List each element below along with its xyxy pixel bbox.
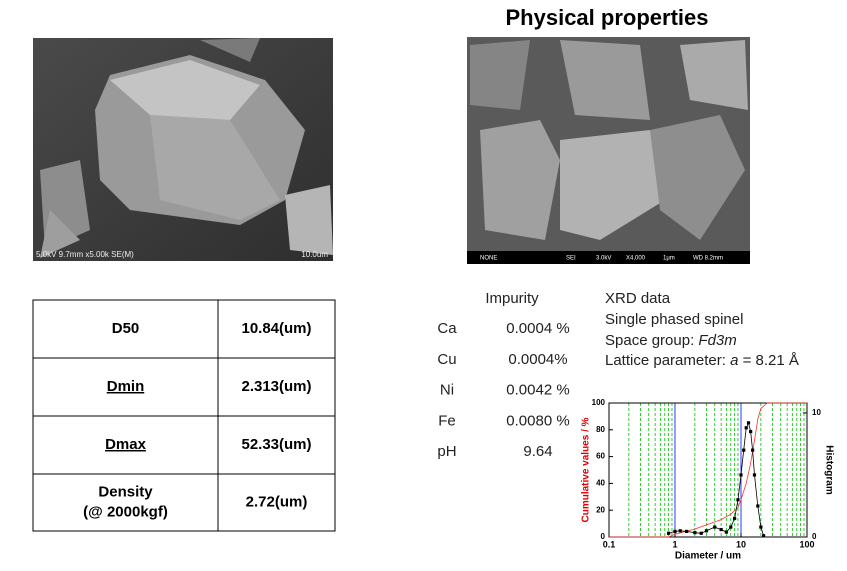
label: Lattice parameter: <box>605 352 726 369</box>
series-marker <box>673 529 677 534</box>
y2-tick-label: 0 <box>812 532 817 541</box>
xrd-space-group: Space group: Fd3m <box>605 332 737 349</box>
value: Fd3m <box>698 332 736 349</box>
y-tick-label: 0 <box>601 532 606 541</box>
sem-caption-item: X4,000 <box>626 256 646 262</box>
cell-text: 2.313(um) <box>241 378 311 395</box>
impurity-value: 0.0042 % <box>506 382 569 399</box>
xrd-phase: Single phased spinel <box>605 311 743 328</box>
y-tick-label: 20 <box>596 505 605 514</box>
impurity-element: pH <box>437 443 456 460</box>
plot-frame <box>608 402 808 538</box>
impurity-element: Ca <box>437 320 457 337</box>
cell-text: D50 <box>112 320 140 337</box>
series-marker <box>678 529 682 533</box>
series-marker <box>713 525 717 529</box>
series-marker <box>724 530 728 534</box>
impurity-heading: Impurity <box>485 290 539 307</box>
series-marker <box>733 516 737 520</box>
page-title: Physical properties <box>506 5 709 30</box>
sem-caption-item: 3.0kV <box>596 256 611 262</box>
x-tick-label: 1 <box>672 539 677 549</box>
series-marker <box>742 448 746 452</box>
cell-text: 52.33(um) <box>241 436 311 453</box>
x-tick-label: 10 <box>736 539 746 549</box>
impurity-value: 0.0080 % <box>506 412 569 429</box>
y-tick-label: 60 <box>596 452 605 461</box>
impurity-element: Ni <box>440 382 454 399</box>
series-marker <box>761 534 766 538</box>
series-marker <box>739 473 743 477</box>
y2-axis-label: Histogram <box>823 445 834 495</box>
impurity-element: Cu <box>437 351 456 368</box>
series-marker <box>667 531 671 535</box>
impurity-list: Impurity Ca 0.0004 % Cu 0.0004% Ni 0.0042 % Fe 0… <box>437 290 569 460</box>
x-tick-label: 0.1 <box>603 539 616 549</box>
series-marker <box>699 531 703 535</box>
series-marker <box>736 498 740 502</box>
cell-text: 2.72(um) <box>246 493 308 510</box>
impurity-value: 0.0004% <box>508 351 567 368</box>
y-axis-label: Cumulative values / % <box>581 417 592 522</box>
sem-scale: 10.0um <box>301 250 328 259</box>
x-tick-label: 100 <box>799 539 814 549</box>
properties-table: D50 10.84(um) Dmin 2.313(um) Dmax 52.33(um) De… <box>32 299 336 532</box>
sem-image-right: NONE SEI 3.0kV X4,000 1μm WD 8.2mm <box>467 37 750 264</box>
value: = 8.21 Å <box>743 352 799 369</box>
impurity-value: 0.0004 % <box>506 320 569 337</box>
cell-text: Density <box>98 483 153 500</box>
series-marker <box>752 473 757 477</box>
cell-text: (@ 2000kgf) <box>83 503 168 520</box>
series-marker <box>759 525 763 529</box>
series-marker <box>704 529 709 533</box>
symbol: a <box>730 352 738 369</box>
series-line <box>668 421 764 536</box>
y-tick-label: 40 <box>596 479 605 488</box>
y2-tick-label: 10 <box>812 408 821 417</box>
cell-text: 10.84(um) <box>241 320 311 337</box>
series-marker <box>751 448 755 452</box>
sem-caption-item: 1μm <box>663 256 675 262</box>
cell-text: Dmax <box>105 436 147 453</box>
sem-image-left: 5.0kV 9.7mm x5.00k SE(M) 10.0um <box>33 38 333 261</box>
cell-text: Dmin <box>107 378 145 395</box>
y-tick-label: 80 <box>596 425 605 434</box>
sem-caption: 5.0kV 9.7mm x5.00k SE(M) <box>36 250 134 259</box>
xrd-lattice: Lattice parameter: a = 8.21 Å <box>605 352 799 369</box>
table-cell <box>217 473 336 532</box>
series-marker <box>719 527 723 532</box>
series-marker <box>746 421 751 425</box>
series-marker <box>729 525 733 529</box>
series-marker <box>693 531 697 535</box>
y-tick-label: 100 <box>592 398 606 407</box>
impurity-element: Fe <box>438 412 456 429</box>
sem-caption-item: WD 8.2mm <box>693 256 723 262</box>
series-line <box>609 402 807 538</box>
impurity-value: 9.64 <box>523 443 552 460</box>
series-marker <box>749 429 753 434</box>
series-marker <box>756 504 760 508</box>
x-axis-label: Diameter / um <box>675 551 741 562</box>
series-marker <box>744 426 748 430</box>
sem-caption-item: SEI <box>566 256 576 262</box>
xrd-block: XRD data Single phased spinel Space grou… <box>605 290 799 369</box>
label: Space group: <box>605 332 694 349</box>
sem-caption-bar: NONE SEI 3.0kV X4,000 1μm WD 8.2mm <box>480 256 723 262</box>
series-marker <box>685 529 689 534</box>
xrd-heading: XRD data <box>605 290 671 307</box>
sem-caption-item: NONE <box>480 256 497 262</box>
